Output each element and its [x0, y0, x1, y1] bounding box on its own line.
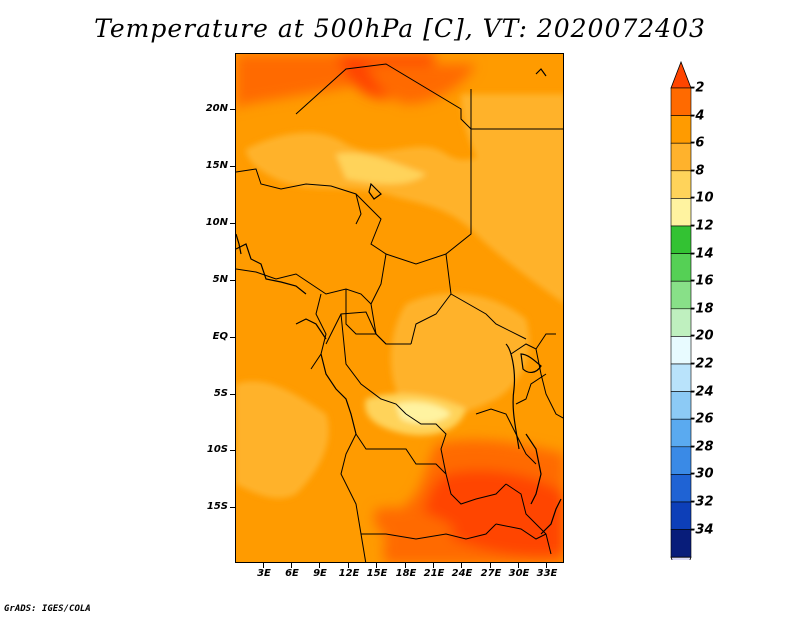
colorbar-swatch: [670, 225, 692, 254]
lon-tick: [518, 563, 519, 568]
lon-tick: [490, 563, 491, 568]
lon-label: 27E: [480, 568, 502, 579]
lat-label: 20N: [205, 103, 228, 114]
colorbar-swatches: [670, 60, 692, 560]
field-region-light-southwest: [236, 381, 329, 499]
lon-tick: [461, 563, 462, 568]
colorbar-swatch: [670, 556, 692, 560]
lon-label: 21E: [423, 568, 445, 579]
field-region-light-north: [246, 132, 563, 303]
country-borders: [236, 63, 563, 562]
colorbar-swatch: [670, 87, 692, 116]
grads-credit: GrADS: IGES/COLA: [4, 604, 91, 614]
colorbar-label: -6: [690, 135, 705, 151]
lon-tick: [546, 563, 547, 568]
colorbar-label: -2: [690, 80, 705, 96]
lat-label: EQ: [212, 331, 228, 342]
lon-tick: [291, 563, 292, 568]
field-region-yellow-north: [336, 153, 426, 184]
colorbar-label: -4: [690, 108, 705, 124]
temperature-field: [236, 54, 563, 562]
lon-tick: [376, 563, 377, 568]
colorbar-swatch: [670, 60, 692, 89]
colorbar-swatch: [670, 336, 692, 365]
lon-tick: [263, 563, 264, 568]
colorbar-label: -8: [690, 163, 705, 179]
field-region-warm-north-east: [366, 64, 476, 104]
lat-tick: [230, 280, 235, 281]
colorbar-label: -26: [690, 411, 714, 427]
lon-label: 15E: [366, 568, 388, 579]
lon-label: 3E: [257, 568, 271, 579]
lat-label: 10N: [205, 217, 228, 228]
lon-tick: [405, 563, 406, 568]
colorbar-label: -32: [690, 494, 714, 510]
colorbar-label: -16: [690, 273, 714, 289]
lat-label: 5N: [212, 274, 228, 285]
colorbar-swatch: [670, 529, 692, 558]
lon-label: 33E: [536, 568, 558, 579]
lat-tick: [230, 223, 235, 224]
colorbar-label: -20: [690, 328, 714, 344]
lon-label: 18E: [395, 568, 417, 579]
colorbar-swatch: [670, 280, 692, 310]
lat-tick: [230, 507, 235, 508]
colorbar-swatch: [670, 142, 692, 172]
colorbar-label: -14: [690, 246, 714, 262]
lat-tick: [230, 166, 235, 167]
colorbar-swatch: [670, 418, 692, 448]
colorbar-label: -18: [690, 301, 714, 317]
colorbar-swatch: [670, 391, 692, 420]
coastlines-lakes: [236, 68, 562, 535]
field-region-pale-central: [396, 402, 451, 424]
lon-label: 6E: [285, 568, 299, 579]
colorbar-label: -10: [690, 190, 714, 206]
lat-tick: [230, 450, 235, 451]
colorbar-label: -30: [690, 466, 714, 482]
colorbar-label: -12: [690, 218, 714, 234]
lat-label: 5S: [213, 388, 228, 399]
colorbar-swatch: [670, 308, 692, 337]
colorbar-swatch: [670, 446, 692, 475]
lat-label: 15N: [205, 160, 228, 171]
colorbar-label: -22: [690, 356, 714, 372]
lon-tick: [348, 563, 349, 568]
lat-label: 15S: [206, 501, 228, 512]
colorbar-label: -34: [690, 522, 714, 538]
colorbar-label: -28: [690, 439, 714, 455]
lon-tick: [319, 563, 320, 568]
field-region-light-central: [391, 293, 530, 417]
field-region-hot-south: [423, 470, 563, 556]
lon-label: 12E: [338, 568, 360, 579]
field-region-light-northeast: [461, 94, 563, 253]
lon-label: 24E: [451, 568, 473, 579]
colorbar-label: -24: [690, 384, 714, 400]
lon-label: 30E: [508, 568, 530, 579]
lat-tick: [230, 394, 235, 395]
colorbar-swatch: [670, 501, 692, 530]
lat-tick: [230, 337, 235, 338]
colorbar-swatch: [670, 363, 692, 392]
colorbar-swatch: [670, 170, 692, 199]
lat-label: 10S: [206, 444, 228, 455]
colorbar-swatch: [670, 474, 692, 503]
map-panel: [235, 53, 564, 563]
lon-tick: [433, 563, 434, 568]
colorbar-swatch: [670, 198, 692, 227]
colorbar-swatch: [670, 253, 692, 282]
chart-title: Temperature at 500hPa [C], VT: 202007240…: [94, 14, 706, 43]
colorbar-swatch: [670, 115, 692, 144]
colorbar: [670, 60, 692, 560]
lat-tick: [230, 109, 235, 110]
lon-label: 9E: [313, 568, 327, 579]
